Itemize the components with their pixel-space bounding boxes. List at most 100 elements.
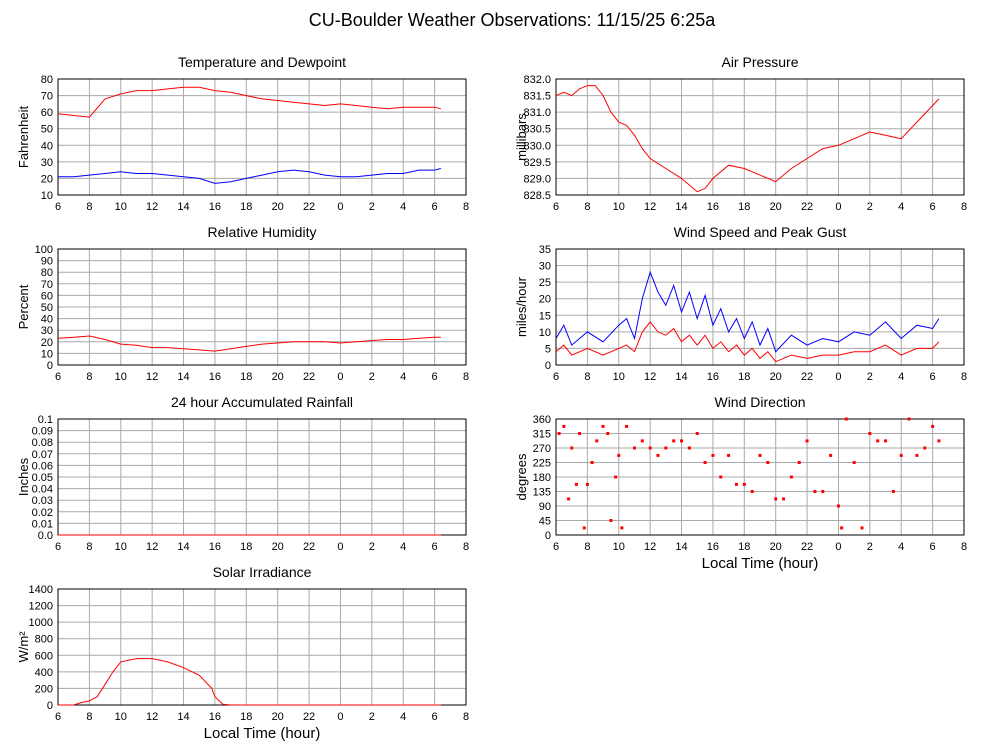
y-tick-label: 830.5 [523,124,551,136]
x-tick-label: 16 [209,371,221,383]
plot-frame [57,248,467,366]
data-point [614,475,618,479]
data-line [58,168,442,184]
y-tick-label: 315 [533,429,551,441]
x-tick-label: 0 [337,371,343,383]
data-point [758,453,762,457]
data-point [711,453,715,457]
chart-title: Solar Irradiance [213,564,312,580]
y-tick-label: 200 [35,683,53,695]
y-axis-label: Inches [16,457,31,496]
data-point [797,461,801,464]
data-point [672,439,676,443]
x-tick-label: 14 [177,371,189,383]
y-tick-label: 135 [533,487,551,499]
x-tick-label: 12 [146,541,158,553]
x-tick-label: 6 [55,711,61,723]
y-tick-label: 25 [539,277,551,289]
x-tick-label: 2 [867,371,873,383]
x-tick-label: 8 [584,541,590,553]
y-tick-label: 1000 [29,617,53,629]
x-tick-label: 6 [930,541,936,553]
data-point [567,497,571,501]
page-title: CU-Boulder Weather Observations: 11/15/2… [309,10,717,30]
y-tick-label: 60 [41,290,53,302]
x-tick-label: 4 [400,201,406,213]
chart-title: 24 hour Accumulated Rainfall [171,394,353,410]
data-point [601,424,605,428]
chart-panel: 6 8 10 12 14 16 18 20 22 0 2 4 6 8 0 200 400 600 800 1000 12… [16,564,469,742]
x-tick-label: 10 [115,711,127,723]
x-tick-label: 6 [930,371,936,383]
y-tick-label: 270 [533,443,551,455]
x-tick-label: 8 [961,541,967,553]
y-tick-label: 90 [41,256,53,268]
x-tick-label: 18 [240,201,252,213]
y-tick-label: 30 [41,325,53,337]
data-line [57,335,441,352]
data-point [923,446,927,450]
x-tick-label: 6 [930,201,936,213]
x-tick-label: 22 [303,541,315,553]
y-tick-label: 830.0 [523,140,551,152]
y-tick-label: 45 [539,516,551,528]
data-point [821,490,825,493]
x-tick-label: 2 [369,541,375,553]
data-point [625,424,629,428]
plot-frame [555,418,965,536]
x-tick-label: 10 [115,371,127,383]
data-point [734,482,738,486]
x-tick-label: 22 [303,371,315,383]
data-point [617,453,621,457]
y-tick-label: 829.0 [523,173,551,185]
data-point [782,497,786,501]
data-point [852,461,856,464]
x-tick-label: 6 [55,371,61,383]
y-tick-label: 100 [35,244,53,256]
x-tick-label: 8 [961,201,967,213]
y-tick-label: 35 [539,244,551,256]
data-point [907,417,911,421]
x-tick-label: 20 [272,371,284,383]
data-point [829,453,833,457]
y-tick-label: 10 [41,190,53,202]
y-tick-label: 225 [533,458,551,470]
x-tick-label: 12 [644,201,656,213]
data-line [58,658,441,706]
chart-title: Temperature and Dewpoint [178,54,346,70]
data-point [774,497,778,501]
data-point [844,417,848,421]
x-tick-label: 20 [272,541,284,553]
y-tick-label: 0 [47,700,53,712]
data-point [931,424,935,428]
x-tick-label: 8 [584,371,590,383]
y-tick-label: 0.1 [38,414,53,426]
x-tick-label: 6 [553,201,559,213]
chart-title: Wind Direction [714,394,805,410]
data-point [860,526,864,530]
x-axis-label: Local Time (hour) [204,725,321,742]
x-tick-label: 12 [644,541,656,553]
plot-frame [57,78,467,196]
y-tick-label: 70 [41,91,53,103]
x-tick-label: 16 [209,711,221,723]
chart-panel: 6 8 10 12 14 16 18 20 22 0 2 4 6 80102030405060708090… [16,224,469,383]
data-point [680,439,684,443]
data-point [703,461,707,464]
x-tick-label: 4 [400,711,406,723]
y-tick-label: 0.05 [32,472,53,484]
data-point [640,439,644,443]
plot-frame [555,248,965,366]
x-tick-label: 16 [707,541,719,553]
data-point [789,475,793,479]
y-tick-label: 829.5 [523,157,551,169]
y-tick-label: 1400 [29,584,53,596]
x-tick-label: 12 [146,711,158,723]
chart-title: Wind Speed and Peak Gust [674,224,847,240]
data-point [609,519,613,522]
x-tick-label: 6 [553,541,559,553]
data-point [620,526,624,530]
y-tick-label: 0.04 [32,484,53,496]
x-tick-label: 22 [801,371,813,383]
x-tick-label: 18 [738,201,750,213]
